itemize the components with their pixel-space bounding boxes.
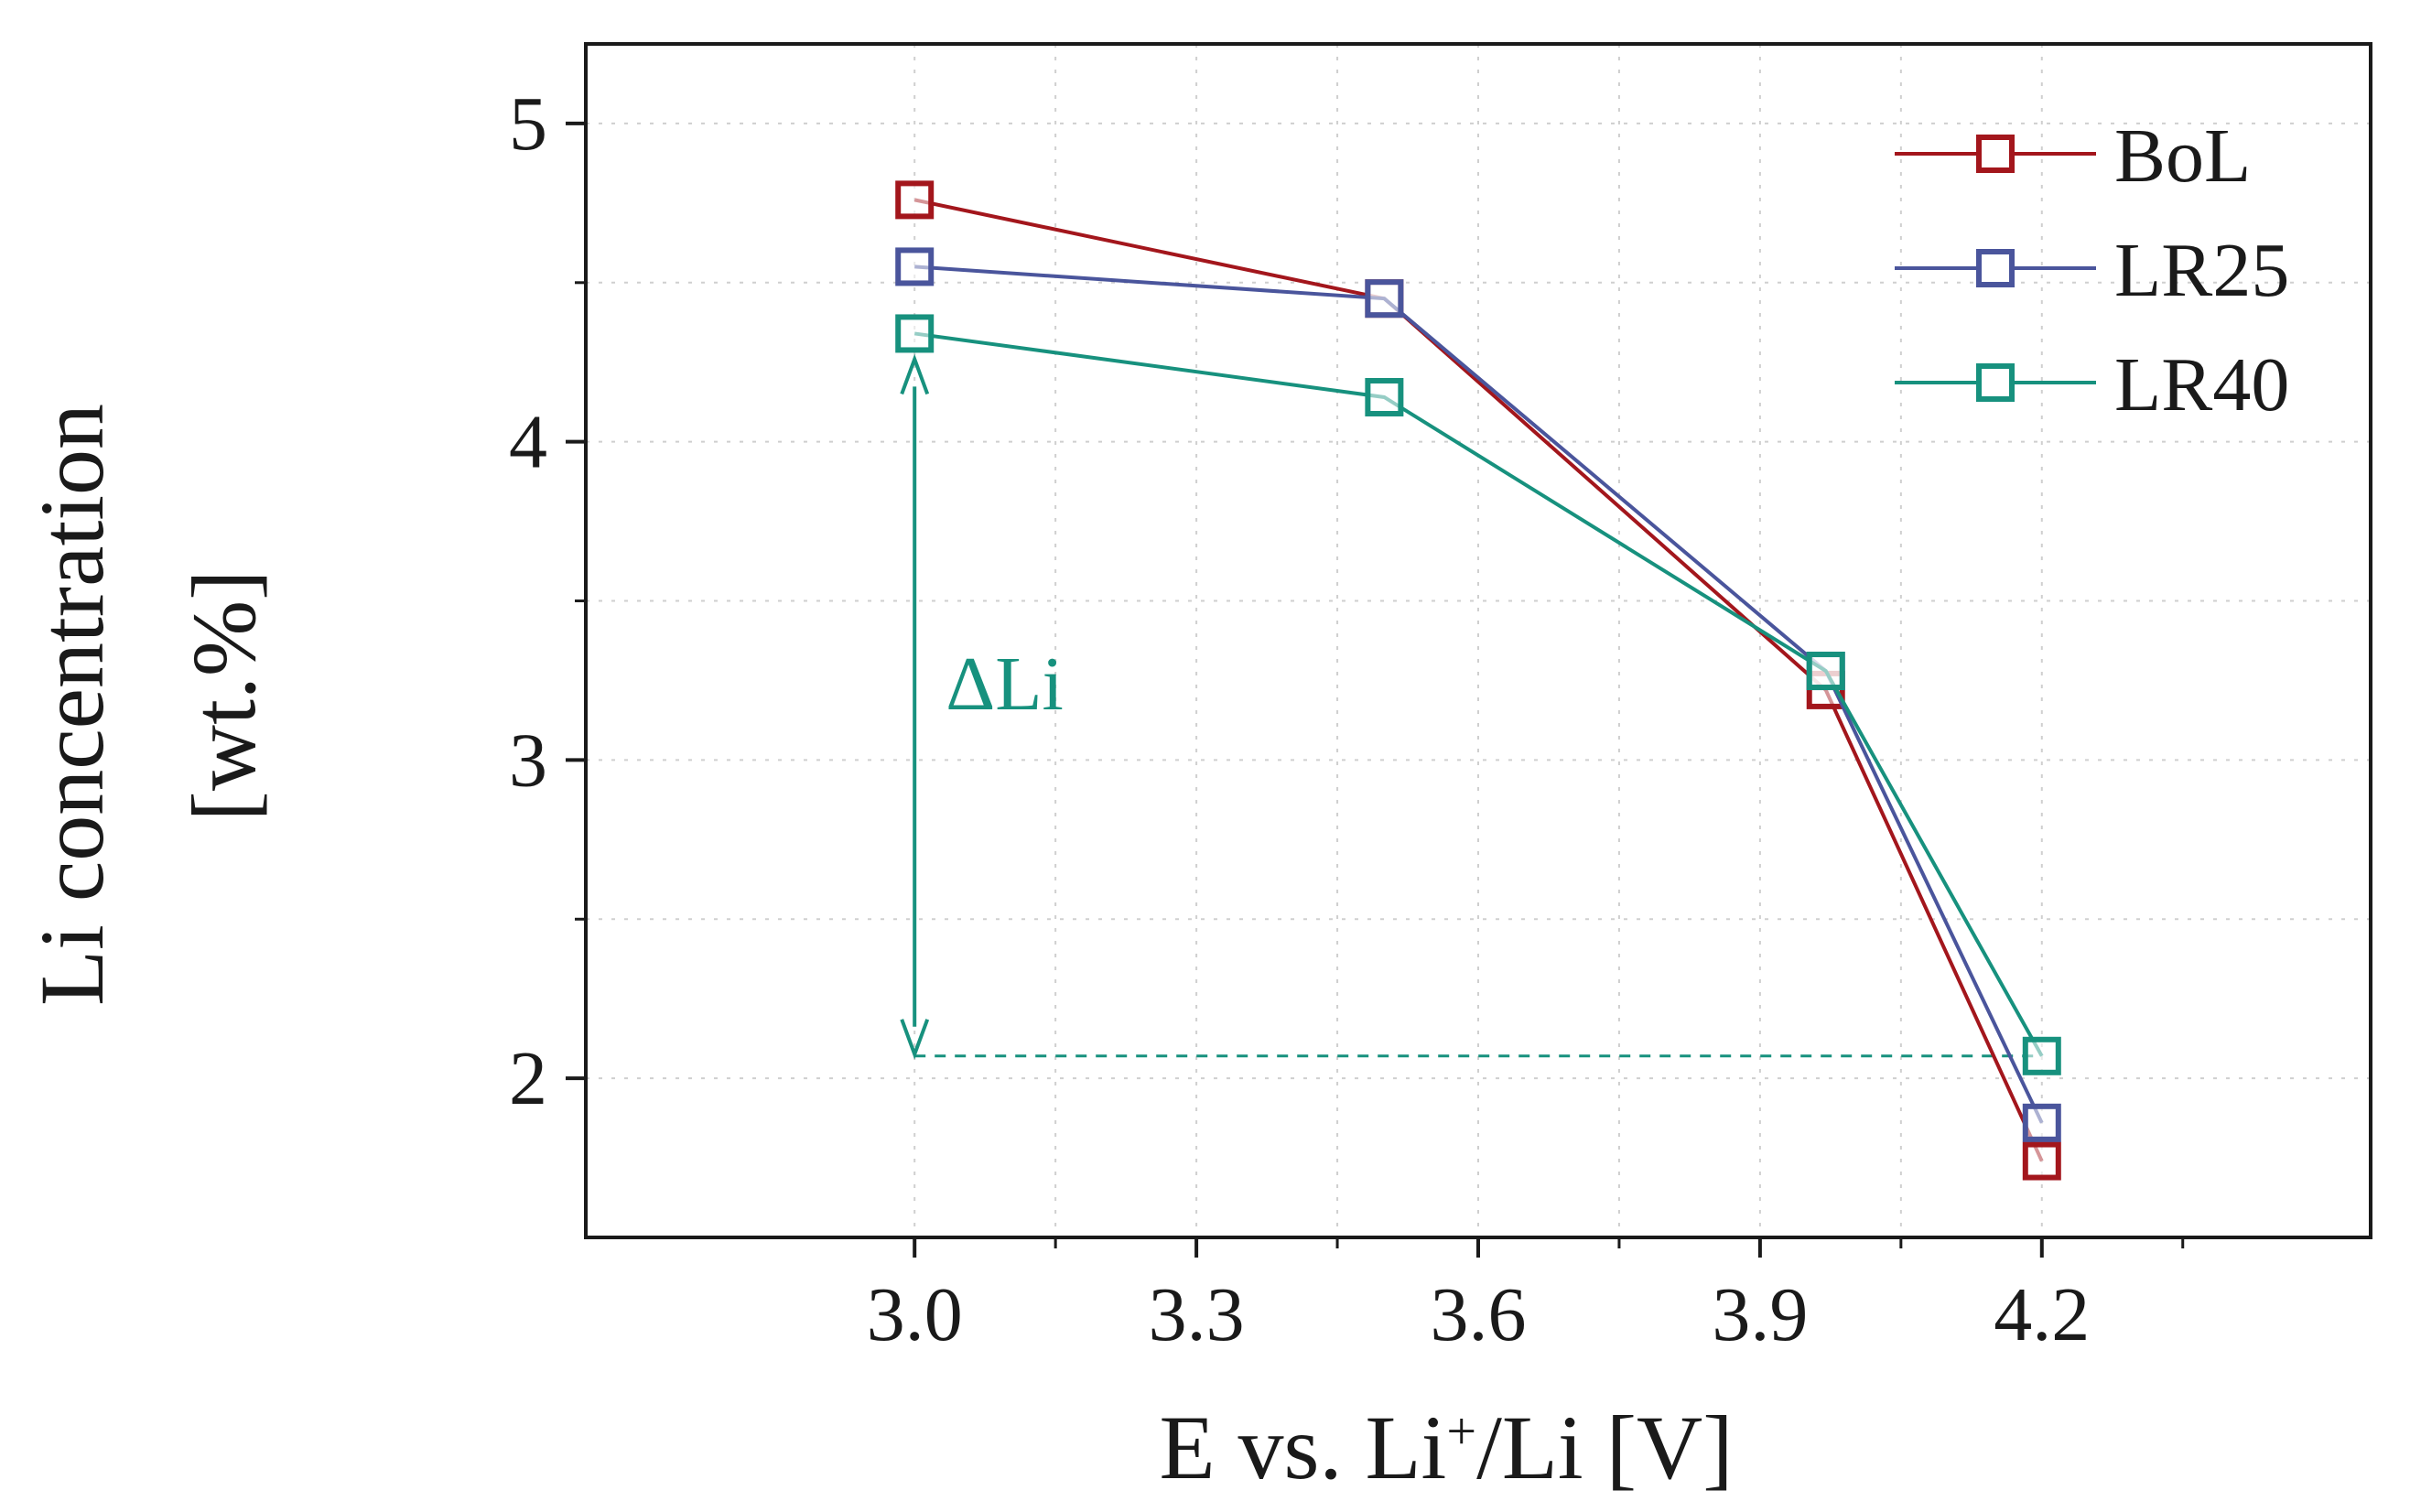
legend-item-lr40: LR40 <box>1895 342 2289 427</box>
data-point-bol <box>895 180 935 220</box>
x-axis-title-prefix: E vs. Li <box>1159 1397 1446 1498</box>
delta-li-label: ΔLi <box>946 642 1064 727</box>
delta-arrow-head-down <box>900 1019 930 1060</box>
x-axis-title-superscript: + <box>1446 1401 1476 1461</box>
data-point-lr25 <box>1365 279 1404 319</box>
x-tick-label: 3.9 <box>1712 1272 1808 1357</box>
data-point-lr40 <box>895 314 935 353</box>
legend: BoL LR25 LR40 <box>1895 113 2289 427</box>
data-point-lr40 <box>1806 652 1845 691</box>
series-lr40 <box>895 314 2061 1075</box>
legend-label: LR25 <box>2114 228 2289 313</box>
data-point-bol <box>2022 1141 2061 1181</box>
data-point-lr25 <box>2022 1103 2061 1142</box>
series-line-bol <box>913 198 2044 1162</box>
x-tick-label: 4.2 <box>1994 1272 2090 1357</box>
x-tick-label: 3.3 <box>1149 1272 1245 1357</box>
series-line-lr25 <box>914 265 2044 1124</box>
y-tick-label: 2 <box>509 1036 547 1121</box>
y-tick-label: 3 <box>509 718 547 803</box>
axis-layer: 3.0 3.3 3.6 3.9 4.2 2 3 4 5 <box>509 42 2372 1357</box>
x-tick-label: 3.6 <box>1431 1272 1527 1357</box>
legend-marker <box>1976 363 2015 402</box>
legend-item-bol: BoL <box>1895 113 2251 199</box>
x-axis-title: E vs. Li+/Li [V] <box>1159 1397 1733 1498</box>
legend-marker <box>1976 249 2015 287</box>
x-tick-label: 3.0 <box>867 1272 963 1357</box>
y-tick-label: 4 <box>509 400 547 485</box>
data-point-lr40 <box>1365 377 1404 416</box>
y-tick-label: 5 <box>509 81 547 167</box>
annotation-layer: ΔLi <box>900 353 2042 1060</box>
legend-label: BoL <box>2114 113 2251 199</box>
data-point-lr40 <box>2022 1036 2061 1075</box>
legend-label: LR40 <box>2114 342 2289 427</box>
series-layer <box>895 180 2061 1181</box>
delta-arrow-head-up <box>900 353 930 395</box>
y-axis-title-line1: Li concentration <box>21 404 123 1006</box>
x-axis-title-suffix: /Li [V] <box>1476 1397 1733 1498</box>
grid-layer <box>586 44 2371 1238</box>
series-line-lr40 <box>913 331 2044 1057</box>
series-bol <box>895 180 2061 1181</box>
y-axis-title-line2: [wt.%] <box>173 570 275 822</box>
legend-marker <box>1976 135 2015 173</box>
data-point-lr25 <box>895 247 935 286</box>
legend-item-lr25: LR25 <box>1895 228 2289 313</box>
